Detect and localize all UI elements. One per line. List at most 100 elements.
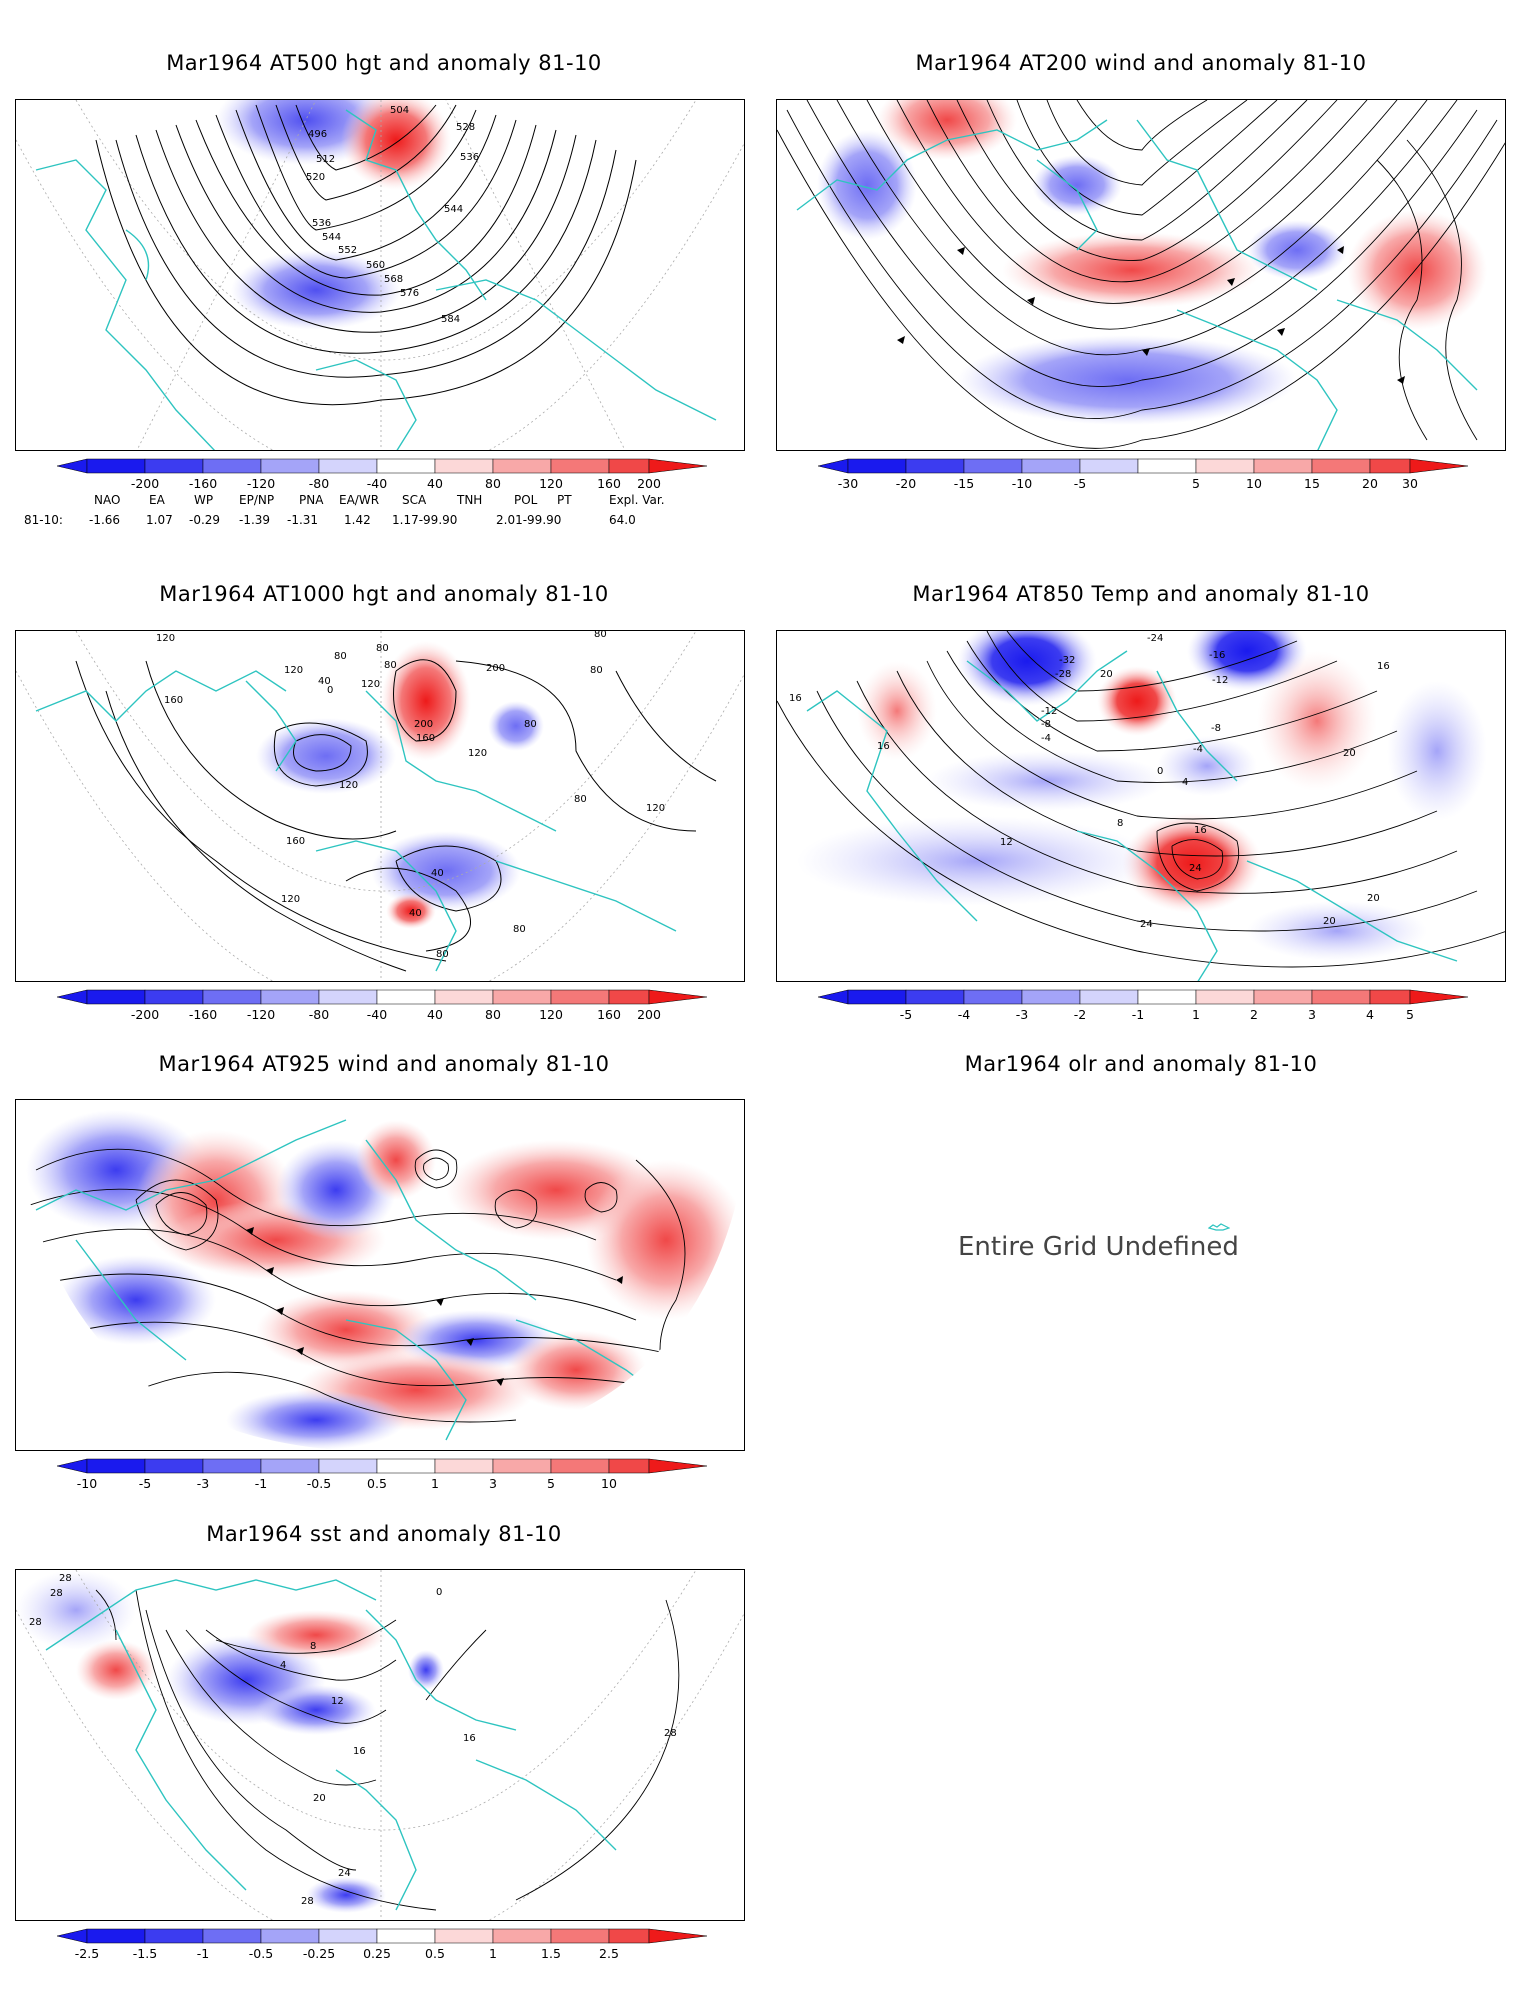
svg-text:-15: -15 bbox=[954, 476, 974, 491]
svg-text:20: 20 bbox=[1323, 916, 1336, 927]
index-header-wp: WP bbox=[194, 493, 214, 507]
anomaly-shading bbox=[216, 100, 451, 330]
coastlines bbox=[45, 1579, 617, 1911]
index-value-ea: 1.07 bbox=[146, 513, 173, 527]
svg-text:1: 1 bbox=[489, 1946, 497, 1961]
contour-labels: 504 496 512 520 528 536 544 536 544 552 … bbox=[306, 105, 479, 325]
svg-text:-1: -1 bbox=[255, 1476, 267, 1491]
index-value-nao: -1.66 bbox=[89, 513, 121, 527]
svg-text:4: 4 bbox=[1182, 777, 1188, 788]
svg-text:-16: -16 bbox=[1209, 650, 1225, 661]
svg-text:160: 160 bbox=[164, 695, 183, 706]
svg-text:536: 536 bbox=[312, 218, 331, 229]
svg-text:8: 8 bbox=[310, 1641, 316, 1652]
svg-text:0.25: 0.25 bbox=[363, 1946, 391, 1961]
svg-text:10: 10 bbox=[1246, 476, 1262, 491]
graticule bbox=[16, 100, 744, 450]
svg-text:512: 512 bbox=[316, 154, 335, 165]
svg-text:-3: -3 bbox=[197, 1476, 209, 1491]
height-contours bbox=[95, 104, 637, 406]
svg-text:4: 4 bbox=[280, 1660, 286, 1671]
panel-title-at200: Mar1964 AT200 wind and anomaly 81-10 bbox=[915, 51, 1367, 75]
index-value-eawr: 1.42 bbox=[344, 513, 371, 527]
svg-text:80: 80 bbox=[384, 660, 397, 671]
svg-text:-4: -4 bbox=[1193, 744, 1203, 755]
svg-text:-120: -120 bbox=[247, 1007, 275, 1022]
svg-text:1: 1 bbox=[431, 1476, 439, 1491]
svg-text:-2: -2 bbox=[1074, 1007, 1086, 1022]
svg-text:200: 200 bbox=[637, 1007, 661, 1022]
svg-text:80: 80 bbox=[524, 719, 537, 730]
anomaly-shading bbox=[256, 641, 544, 929]
index-header-eawr: EA/WR bbox=[339, 493, 380, 507]
svg-text:520: 520 bbox=[306, 172, 325, 183]
svg-text:5: 5 bbox=[1192, 476, 1200, 491]
svg-text:28: 28 bbox=[59, 1573, 72, 1584]
svg-text:-0.5: -0.5 bbox=[249, 1946, 273, 1961]
colorbar-at925: -10 -5 -3 -1 -0.5 0.5 1 3 5 10 bbox=[56, 1458, 708, 1493]
svg-text:80: 80 bbox=[485, 1007, 501, 1022]
map-at1000: 120 160 120 40 80 0 120 80 80 200 160 80… bbox=[15, 630, 745, 982]
svg-text:0: 0 bbox=[327, 685, 333, 696]
svg-text:28: 28 bbox=[50, 1588, 63, 1599]
anomaly-shading bbox=[16, 1570, 444, 1913]
olr-speck-icon bbox=[1208, 1223, 1230, 1231]
index-value-sca-tnh: 1.17-99.90 bbox=[392, 513, 458, 527]
streamlines bbox=[777, 100, 1505, 449]
svg-text:-10: -10 bbox=[1012, 476, 1032, 491]
svg-text:-160: -160 bbox=[189, 476, 217, 491]
svg-text:3: 3 bbox=[489, 1476, 497, 1491]
svg-text:496: 496 bbox=[308, 129, 327, 140]
svg-text:160: 160 bbox=[597, 476, 621, 491]
svg-text:16: 16 bbox=[353, 1746, 366, 1757]
svg-text:-10: -10 bbox=[77, 1476, 97, 1491]
svg-text:16: 16 bbox=[463, 1733, 476, 1744]
svg-text:-32: -32 bbox=[1059, 655, 1075, 666]
svg-text:16: 16 bbox=[789, 693, 802, 704]
svg-text:20: 20 bbox=[1367, 893, 1380, 904]
svg-text:528: 528 bbox=[456, 122, 475, 133]
panel-title-olr: Mar1964 olr and anomaly 81-10 bbox=[964, 1052, 1318, 1076]
index-header-sca: SCA bbox=[402, 493, 427, 507]
svg-text:-200: -200 bbox=[131, 476, 159, 491]
svg-text:24: 24 bbox=[1140, 919, 1153, 930]
svg-text:504: 504 bbox=[390, 105, 409, 116]
svg-text:80: 80 bbox=[574, 794, 587, 805]
svg-text:-28: -28 bbox=[1055, 669, 1071, 680]
svg-text:28: 28 bbox=[301, 1896, 314, 1907]
index-header-epnp: EP/NP bbox=[239, 493, 275, 507]
colorbar-at1000-svg: -200 -160 -120 -80 -40 40 80 120 160 200 bbox=[56, 989, 708, 1022]
svg-text:568: 568 bbox=[384, 274, 403, 285]
svg-text:16: 16 bbox=[1194, 825, 1207, 836]
svg-text:2: 2 bbox=[1250, 1007, 1258, 1022]
svg-text:24: 24 bbox=[338, 1868, 351, 1879]
coastlines bbox=[35, 670, 677, 972]
svg-text:40: 40 bbox=[431, 868, 444, 879]
svg-text:-5: -5 bbox=[139, 1476, 151, 1491]
svg-text:544: 544 bbox=[444, 204, 463, 215]
svg-text:15: 15 bbox=[1304, 476, 1320, 491]
panel-title-sst: Mar1964 sst and anomaly 81-10 bbox=[206, 1522, 562, 1546]
svg-text:-3: -3 bbox=[1016, 1007, 1028, 1022]
svg-text:-0.5: -0.5 bbox=[307, 1476, 331, 1491]
svg-text:200: 200 bbox=[486, 663, 505, 674]
map-sst: 28 28 28 4 8 12 16 20 24 28 0 16 28 bbox=[15, 1569, 745, 1921]
svg-text:12: 12 bbox=[331, 1696, 344, 1707]
svg-text:120: 120 bbox=[539, 1007, 563, 1022]
svg-text:0.5: 0.5 bbox=[425, 1946, 445, 1961]
svg-text:3: 3 bbox=[1308, 1007, 1316, 1022]
svg-text:120: 120 bbox=[156, 633, 175, 644]
svg-text:80: 80 bbox=[590, 665, 603, 676]
svg-text:40: 40 bbox=[409, 908, 422, 919]
svg-text:40: 40 bbox=[427, 476, 443, 491]
svg-text:28: 28 bbox=[29, 1617, 42, 1628]
panel-title-at925: Mar1964 AT925 wind and anomaly 81-10 bbox=[158, 1052, 610, 1076]
contour-labels: 16 16 -24 -32 -28 20 -12 -8 -4 -16 -12 -… bbox=[789, 633, 1390, 930]
svg-text:0.5: 0.5 bbox=[367, 1476, 387, 1491]
svg-text:200: 200 bbox=[637, 476, 661, 491]
svg-text:40: 40 bbox=[427, 1007, 443, 1022]
svg-text:-2.5: -2.5 bbox=[75, 1946, 99, 1961]
anomaly-shading bbox=[817, 100, 1487, 425]
svg-text:-24: -24 bbox=[1147, 633, 1163, 644]
index-value-wp: -0.29 bbox=[189, 513, 221, 527]
